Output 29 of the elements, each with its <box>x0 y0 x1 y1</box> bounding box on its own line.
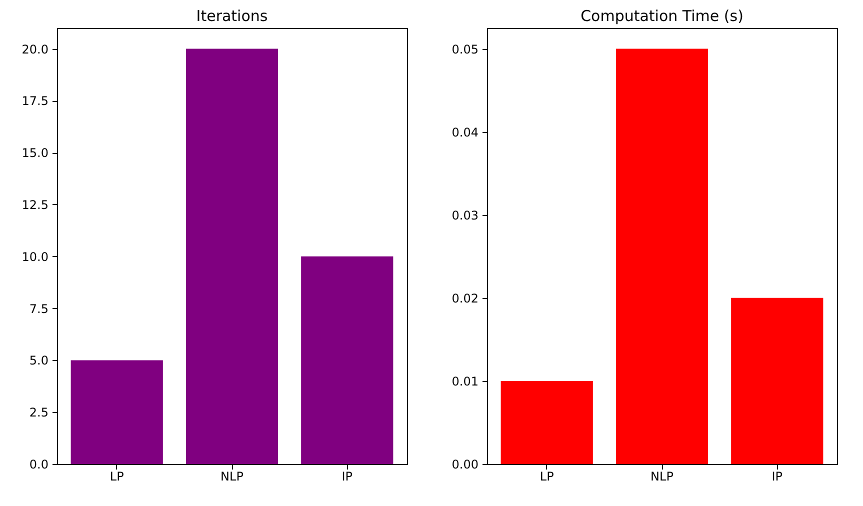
bar <box>616 48 708 464</box>
y-tick-label: 0.03 <box>452 208 478 222</box>
bar <box>731 298 824 464</box>
y-tick-label: 12.5 <box>22 198 48 212</box>
bar <box>70 360 163 464</box>
y-tick-label: 0.04 <box>452 125 478 140</box>
chart-title: Iterations <box>196 7 268 25</box>
y-tick-label: 7.5 <box>29 302 48 316</box>
x-tick-label: IP <box>772 470 783 484</box>
x-tick-label: LP <box>110 470 124 484</box>
y-tick-label: 17.5 <box>22 94 48 108</box>
bar <box>301 256 394 464</box>
bar <box>186 48 278 464</box>
y-tick-label: 0.05 <box>452 42 478 56</box>
chart-title: Computation Time (s) <box>580 7 744 25</box>
y-tick-label: 0.00 <box>452 458 478 472</box>
x-tick-label: IP <box>342 470 353 484</box>
y-tick-label: 20.0 <box>22 42 48 56</box>
y-tick-label: 15.0 <box>22 146 48 160</box>
y-tick-label: 2.5 <box>29 406 48 420</box>
y-tick-label: 5.0 <box>29 354 48 368</box>
x-tick-label: NLP <box>220 470 244 484</box>
y-tick-label: 0.0 <box>29 458 48 472</box>
y-tick-label: 0.02 <box>452 291 478 306</box>
x-tick-label: LP <box>540 470 554 484</box>
bar <box>500 380 593 464</box>
x-tick-label: NLP <box>650 470 674 484</box>
y-tick-label: 0.01 <box>452 374 478 388</box>
y-tick-label: 10.0 <box>22 250 48 264</box>
